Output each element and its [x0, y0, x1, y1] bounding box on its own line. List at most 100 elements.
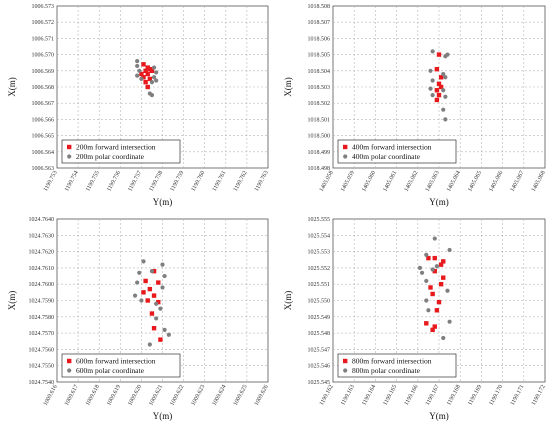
- point-forward-intersection: [143, 79, 148, 85]
- point-polar-coordinate: [135, 58, 140, 64]
- x-tick-label: 1009.624: [212, 384, 228, 407]
- point-polar-coordinate: [137, 68, 142, 73]
- point-polar-coordinate: [426, 308, 431, 313]
- y-tick-label: 1018.500: [308, 134, 331, 140]
- y-tick-label: 1024.7610: [29, 266, 55, 272]
- point-polar-coordinate: [424, 278, 429, 284]
- y-tick-label: 1006.570: [32, 53, 55, 59]
- y-tick-label: 1024.7630: [29, 233, 55, 239]
- y-tick-label: 1018.502: [308, 101, 331, 107]
- point-forward-intersection: [434, 97, 440, 103]
- x-tick-label: 1199.165: [383, 384, 399, 406]
- point-polar-coordinate: [158, 306, 163, 311]
- y-tick-label: 1018.507: [308, 20, 331, 26]
- point-polar-coordinate: [141, 259, 146, 264]
- legend-marker-circle: [67, 154, 72, 159]
- legend-marker-circle: [67, 368, 72, 373]
- point-forward-intersection: [441, 259, 446, 264]
- y-tick-label: 1018.508: [308, 4, 331, 10]
- point-forward-intersection: [156, 299, 161, 305]
- point-polar-coordinate: [428, 68, 433, 73]
- x-tick-label: 1405.067: [510, 170, 526, 193]
- x-tick-label: 1199.168: [446, 384, 462, 406]
- y-axis-label: X(m): [7, 291, 17, 311]
- point-polar-coordinate: [151, 65, 157, 70]
- point-polar-coordinate: [135, 63, 140, 69]
- y-tick-label: 1025.548: [308, 331, 331, 337]
- point-polar-coordinate: [154, 78, 159, 83]
- x-tick-label: 1405.068: [531, 170, 547, 193]
- point-forward-intersection: [438, 84, 444, 90]
- point-forward-intersection: [149, 68, 155, 73]
- point-forward-intersection: [438, 75, 444, 80]
- point-polar-coordinate: [139, 298, 144, 303]
- y-axis-label: X(m): [283, 291, 293, 311]
- point-polar-coordinate: [430, 93, 435, 98]
- y-tick-label: 1018.506: [308, 36, 331, 42]
- x-tick-label: 1405.061: [383, 170, 399, 193]
- point-polar-coordinate: [135, 73, 140, 78]
- x-tick-label: 1199.167: [425, 384, 441, 406]
- point-polar-coordinate: [430, 78, 435, 83]
- x-tick-label: 1199.763: [254, 170, 270, 192]
- chart-panel-4: 1199.162 1199.163 1199.164 1199.165 1199.166…: [283, 217, 547, 421]
- point-polar-coordinate: [447, 319, 452, 324]
- point-forward-intersection: [147, 286, 153, 292]
- point-polar-coordinate: [137, 270, 142, 275]
- point-forward-intersection: [436, 52, 442, 57]
- point-polar-coordinate: [154, 70, 159, 75]
- y-tick-label: 1024.7570: [29, 331, 55, 337]
- point-polar-coordinate: [443, 75, 448, 80]
- point-forward-intersection: [434, 308, 440, 313]
- y-tick-label: 1006.572: [32, 20, 55, 26]
- point-polar-coordinate: [154, 301, 159, 306]
- point-forward-intersection: [149, 311, 155, 316]
- x-tick-label: 1009.619: [106, 384, 122, 407]
- legend-entry-label: 200m forward intersection: [76, 143, 156, 152]
- point-polar-coordinate: [430, 267, 435, 272]
- point-polar-coordinate: [417, 265, 423, 270]
- y-tick-label: 1006.568: [32, 85, 55, 91]
- point-polar-coordinate: [149, 80, 155, 85]
- y-tick-label: 1024.7590: [29, 299, 55, 305]
- point-forward-intersection: [147, 76, 153, 82]
- point-forward-intersection: [141, 62, 146, 67]
- x-tick-label: 1199.170: [489, 384, 505, 406]
- chart-panel-2: 1405.058 1405.059 1405.060 1405.061 1405.062…: [283, 4, 547, 207]
- y-tick-label: 1025.551: [308, 282, 331, 288]
- legend-entry-label: 800m polar coordinate: [352, 366, 421, 375]
- x-tick-label: 1199.759: [170, 170, 186, 192]
- point-polar-coordinate: [441, 107, 446, 112]
- point-polar-coordinate: [166, 332, 171, 337]
- point-forward-intersection: [145, 84, 150, 90]
- y-tick-label: 1006.573: [32, 4, 55, 10]
- point-polar-coordinate: [424, 252, 429, 257]
- legend-entry-label: 800m forward intersection: [352, 357, 432, 366]
- point-forward-intersection: [141, 290, 146, 295]
- y-tick-label: 1018.505: [308, 53, 331, 59]
- legend-box: [61, 353, 181, 378]
- y-tick-label: 1025.545: [308, 380, 331, 386]
- point-forward-intersection: [145, 298, 150, 303]
- legend-box: [61, 139, 181, 164]
- point-forward-intersection: [143, 278, 148, 284]
- x-tick-label: 1199.163: [340, 384, 356, 406]
- x-tick-label: 1199.761: [212, 170, 228, 192]
- point-polar-coordinate: [139, 76, 144, 81]
- point-forward-intersection: [151, 268, 157, 274]
- x-tick-label: 1009.617: [64, 384, 80, 407]
- x-tick-label: 1009.622: [170, 384, 186, 407]
- point-polar-coordinate: [445, 52, 450, 57]
- point-polar-coordinate: [447, 247, 452, 253]
- x-axis-label: Y(m): [429, 197, 449, 207]
- x-tick-label: 1199.169: [467, 384, 483, 406]
- y-tick-label: 1006.566: [32, 117, 55, 123]
- legend-marker-circle: [343, 154, 348, 159]
- y-tick-label: 1025.554: [308, 233, 331, 239]
- point-polar-coordinate: [135, 280, 140, 285]
- y-tick-label: 1006.571: [32, 36, 55, 42]
- y-tick-label: 1025.547: [308, 347, 331, 353]
